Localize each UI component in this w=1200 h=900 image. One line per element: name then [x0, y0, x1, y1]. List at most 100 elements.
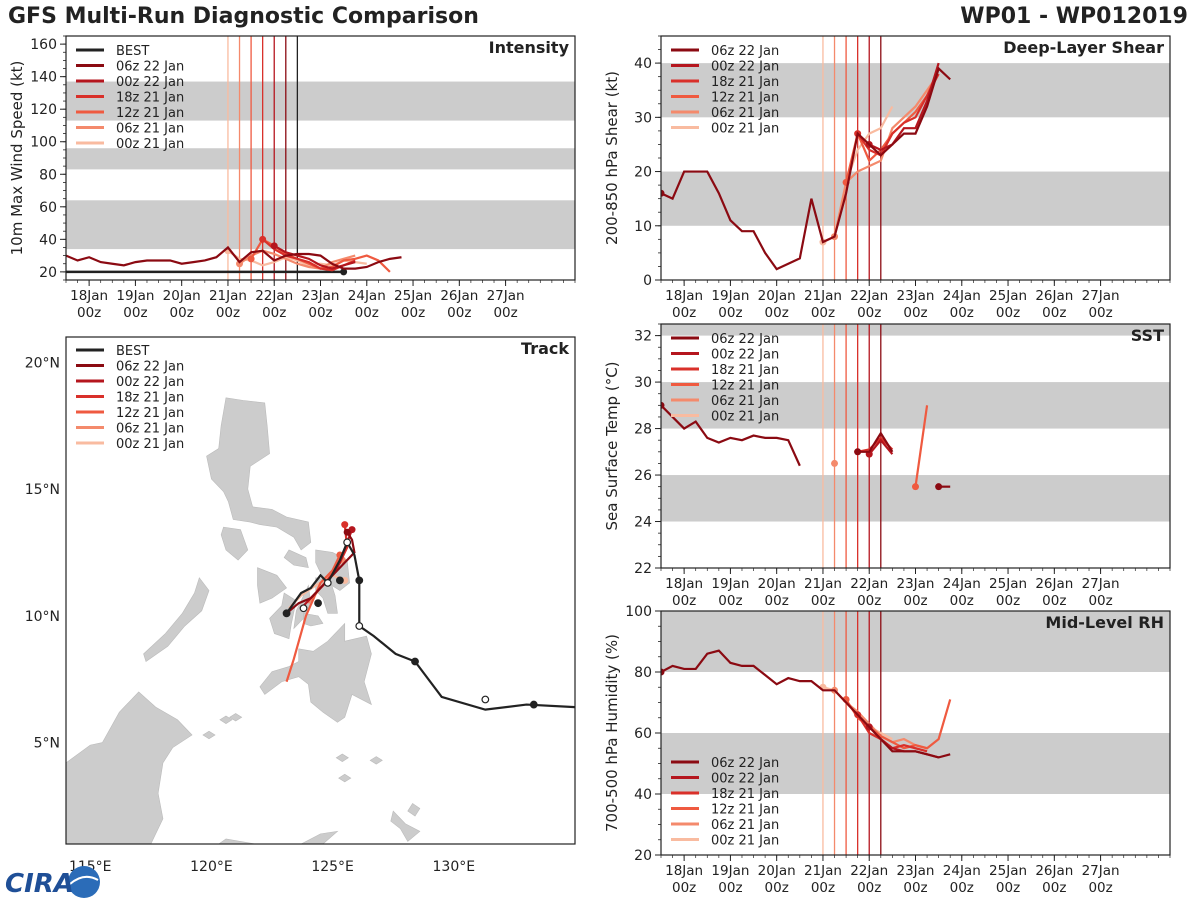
legend-label: 00z 22 Jan — [116, 75, 184, 90]
legend-label: 12z 21 Jan — [711, 379, 779, 394]
legend-label: 00z 22 Jan — [116, 375, 184, 390]
legend-label: 06z 21 Jan — [116, 422, 184, 437]
x-tick-label: 27Jan — [1082, 576, 1120, 592]
y-tick-label: 20 — [39, 265, 57, 281]
x-tick-sublabel: 00z — [950, 880, 974, 896]
y-tick-label: 32 — [634, 329, 652, 345]
x-tick-label: 24Jan — [943, 576, 981, 592]
y-tick-label: 60 — [634, 726, 652, 742]
plot-inner — [661, 611, 1170, 855]
best-track-point — [335, 576, 344, 585]
x-tick-label: 22Jan — [850, 863, 888, 879]
legend-label: 06z 21 Jan — [116, 122, 184, 137]
x-tick-label: 19Jan — [711, 863, 749, 879]
y-tick-label: 10 — [634, 219, 652, 235]
x-tick-label: 22Jan — [255, 288, 293, 304]
mindanao-land — [259, 622, 372, 723]
x-tick-sublabel: 00z — [262, 305, 286, 321]
legend-label: 00z 21 Jan — [116, 137, 184, 152]
x-tick-sublabel: 00z — [718, 305, 742, 321]
x-tick-sublabel: 00z — [903, 880, 927, 896]
best-track-point — [529, 700, 538, 709]
x-tick-sublabel: 00z — [672, 593, 696, 609]
storm-id: WP01 - WP012019 — [960, 4, 1188, 29]
lon-label: 120°E — [190, 859, 233, 875]
lon-label: 125°E — [311, 859, 354, 875]
shaded-band — [661, 733, 1170, 794]
x-tick-label: 18Jan — [665, 863, 703, 879]
series-line — [661, 649, 951, 759]
masbate-land — [283, 549, 309, 569]
plot-inner — [661, 36, 1170, 280]
x-tick-sublabel: 00z — [811, 305, 835, 321]
x-tick-sublabel: 00z — [765, 305, 789, 321]
x-tick-label: 23Jan — [897, 288, 935, 304]
x-tick-label: 25Jan — [989, 576, 1027, 592]
y-axis-label: Sea Surface Temp (°C) — [603, 361, 621, 530]
mindoro-land — [220, 526, 249, 561]
y-tick-label: 26 — [634, 468, 652, 484]
series-point — [259, 235, 267, 243]
x-tick-sublabel: 00z — [1088, 880, 1112, 896]
series-point — [854, 448, 862, 456]
y-axis-label: 10m Max Wind Speed (kt) — [8, 61, 26, 256]
series-point — [661, 668, 665, 676]
legend-label: 00z 21 Jan — [711, 122, 779, 137]
y-tick-label: 24 — [634, 515, 652, 531]
panel-title: Intensity — [489, 38, 570, 57]
legend-label: 06z 21 Jan — [711, 818, 779, 833]
plot-inner — [66, 36, 575, 280]
best-point — [340, 268, 348, 276]
best-track-point — [323, 578, 332, 587]
small-island — [335, 753, 349, 762]
x-tick-sublabel: 00z — [811, 880, 835, 896]
y-tick-label: 40 — [634, 56, 652, 72]
series-line — [868, 62, 940, 152]
legend-label: BEST — [116, 344, 149, 359]
series-line — [661, 66, 951, 271]
x-tick-label: 21Jan — [804, 288, 842, 304]
track-start-point — [341, 521, 349, 529]
lat-label: 15°N — [25, 482, 60, 498]
y-tick-label: 100 — [30, 135, 57, 151]
series-line — [66, 245, 402, 270]
logo-swirl — [69, 875, 99, 885]
x-tick-label: 18Jan — [665, 288, 703, 304]
x-tick-label: 20Jan — [163, 288, 201, 304]
lon-label: 130°E — [433, 859, 476, 875]
palawan-land — [143, 577, 210, 662]
panel-title: Mid-Level RH — [1045, 613, 1164, 632]
x-tick-label: 19Jan — [116, 288, 154, 304]
series-line — [273, 244, 356, 270]
legend-label: 18z 21 Jan — [116, 91, 184, 106]
small-island — [219, 715, 233, 724]
x-tick-sublabel: 00z — [672, 880, 696, 896]
x-tick-sublabel: 00z — [1042, 880, 1066, 896]
series-point — [661, 189, 665, 197]
lat-label: 10°N — [25, 609, 60, 625]
legend-label: 00z 21 Jan — [711, 410, 779, 425]
series-point — [831, 459, 839, 467]
series-point — [661, 401, 665, 409]
best-track-point — [299, 604, 308, 613]
series-line — [856, 73, 940, 157]
map-inner — [66, 397, 575, 844]
y-tick-label: 30 — [634, 375, 652, 391]
series-line — [868, 438, 894, 455]
x-tick-label: 19Jan — [711, 288, 749, 304]
series-line — [914, 405, 929, 487]
y-tick-label: 140 — [30, 70, 57, 86]
legend-label: 18z 21 Jan — [116, 391, 184, 406]
x-tick-label: 23Jan — [897, 863, 935, 879]
x-tick-sublabel: 00z — [857, 593, 881, 609]
x-tick-sublabel: 00z — [355, 305, 379, 321]
x-tick-sublabel: 00z — [996, 593, 1020, 609]
x-tick-label: 21Jan — [804, 576, 842, 592]
shaded-band — [661, 382, 1170, 429]
x-tick-label: 27Jan — [1082, 288, 1120, 304]
x-tick-sublabel: 00z — [718, 880, 742, 896]
